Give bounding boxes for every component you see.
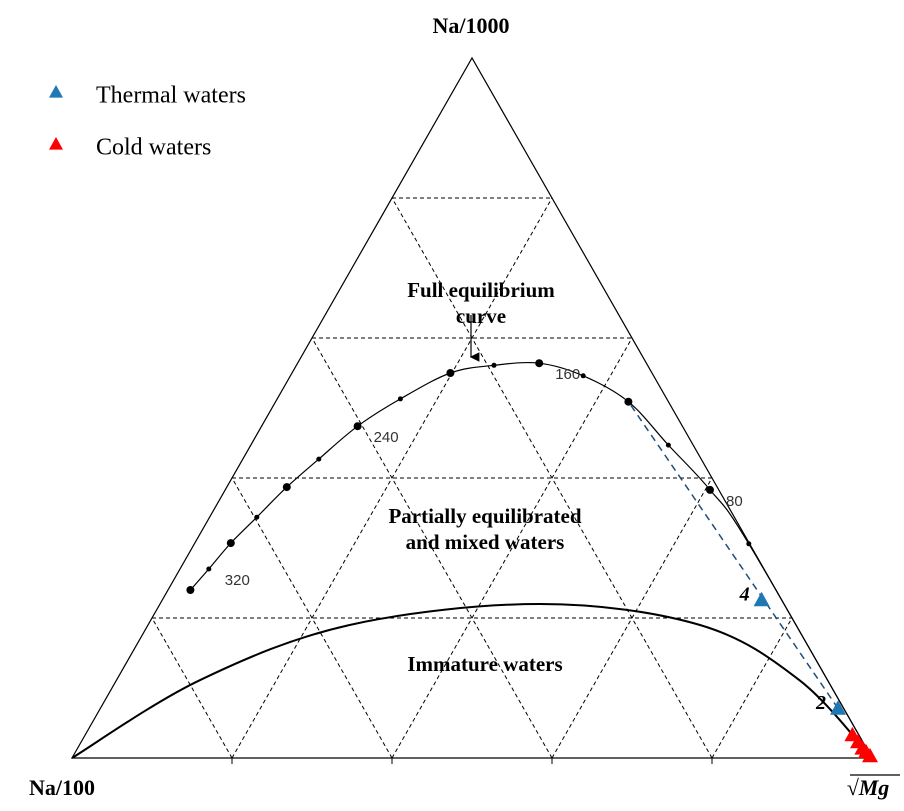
curve-point xyxy=(746,541,752,547)
curve-point xyxy=(206,566,212,572)
sample-point xyxy=(753,591,770,607)
curve-point xyxy=(353,422,362,431)
region-label: curve xyxy=(456,304,506,328)
sample-point xyxy=(830,700,846,715)
curve-point xyxy=(624,397,633,406)
top-label: Na/1000 xyxy=(433,13,510,38)
grid-line xyxy=(391,197,713,759)
immature-curve xyxy=(71,602,873,759)
curve-point xyxy=(397,396,403,402)
curve-point xyxy=(446,369,455,377)
grid-line xyxy=(391,337,633,759)
curve-point xyxy=(580,373,586,379)
mixing-line xyxy=(627,401,839,709)
curve-point xyxy=(706,485,714,494)
legend-label: Cold waters xyxy=(96,135,211,161)
region-label: Immature waters xyxy=(407,652,562,676)
temperature-label: 320 xyxy=(225,572,250,589)
region-label: Partially equilibrated xyxy=(388,504,581,528)
curve-point xyxy=(186,586,195,594)
region-label: Full equilibrium xyxy=(407,278,555,302)
sample-point xyxy=(862,747,878,763)
grid-line xyxy=(711,617,793,759)
sample-label: 4 xyxy=(739,583,750,605)
legend-marker xyxy=(49,137,63,150)
temperature-label: 80 xyxy=(726,493,743,510)
curve-point xyxy=(665,442,671,448)
curve-point xyxy=(254,514,260,520)
grid-line xyxy=(311,337,553,759)
sample-label: 2 xyxy=(815,692,826,714)
equilibrium-curve xyxy=(189,361,873,759)
region-label: and mixed waters xyxy=(406,530,565,554)
temperature-label: 160 xyxy=(555,366,580,383)
curve-point xyxy=(226,539,235,548)
temperature-label: 240 xyxy=(374,429,399,446)
curve-point xyxy=(491,362,497,368)
legend-label: Thermal waters xyxy=(96,83,246,109)
grid-line xyxy=(151,617,233,759)
curve-point xyxy=(282,483,291,492)
curve-point xyxy=(535,359,544,368)
curve-point xyxy=(316,456,322,462)
legend-marker xyxy=(49,85,63,98)
right-label: √Mg xyxy=(847,775,890,800)
left-label: Na/100 xyxy=(29,775,95,800)
triangle xyxy=(70,56,874,759)
grid-line xyxy=(231,477,393,759)
